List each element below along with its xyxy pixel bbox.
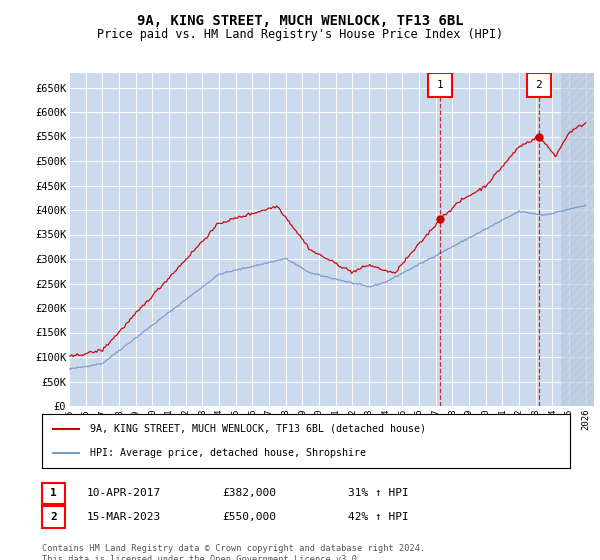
Text: 10-APR-2017: 10-APR-2017 — [87, 488, 161, 498]
FancyBboxPatch shape — [527, 73, 551, 97]
Text: HPI: Average price, detached house, Shropshire: HPI: Average price, detached house, Shro… — [89, 448, 365, 458]
Text: 9A, KING STREET, MUCH WENLOCK, TF13 6BL (detached house): 9A, KING STREET, MUCH WENLOCK, TF13 6BL … — [89, 424, 425, 434]
Text: £382,000: £382,000 — [222, 488, 276, 498]
Bar — [560, 73, 594, 406]
Text: Price paid vs. HM Land Registry's House Price Index (HPI): Price paid vs. HM Land Registry's House … — [97, 28, 503, 41]
Text: 42% ↑ HPI: 42% ↑ HPI — [348, 512, 409, 522]
Text: 1: 1 — [50, 488, 57, 498]
Text: 2: 2 — [536, 80, 542, 90]
Text: 2: 2 — [50, 512, 57, 522]
Text: 31% ↑ HPI: 31% ↑ HPI — [348, 488, 409, 498]
Text: 15-MAR-2023: 15-MAR-2023 — [87, 512, 161, 522]
FancyBboxPatch shape — [428, 73, 452, 97]
Text: Contains HM Land Registry data © Crown copyright and database right 2024.
This d: Contains HM Land Registry data © Crown c… — [42, 544, 425, 560]
Text: 9A, KING STREET, MUCH WENLOCK, TF13 6BL: 9A, KING STREET, MUCH WENLOCK, TF13 6BL — [137, 14, 463, 28]
Text: £550,000: £550,000 — [222, 512, 276, 522]
Text: 1: 1 — [437, 80, 443, 90]
